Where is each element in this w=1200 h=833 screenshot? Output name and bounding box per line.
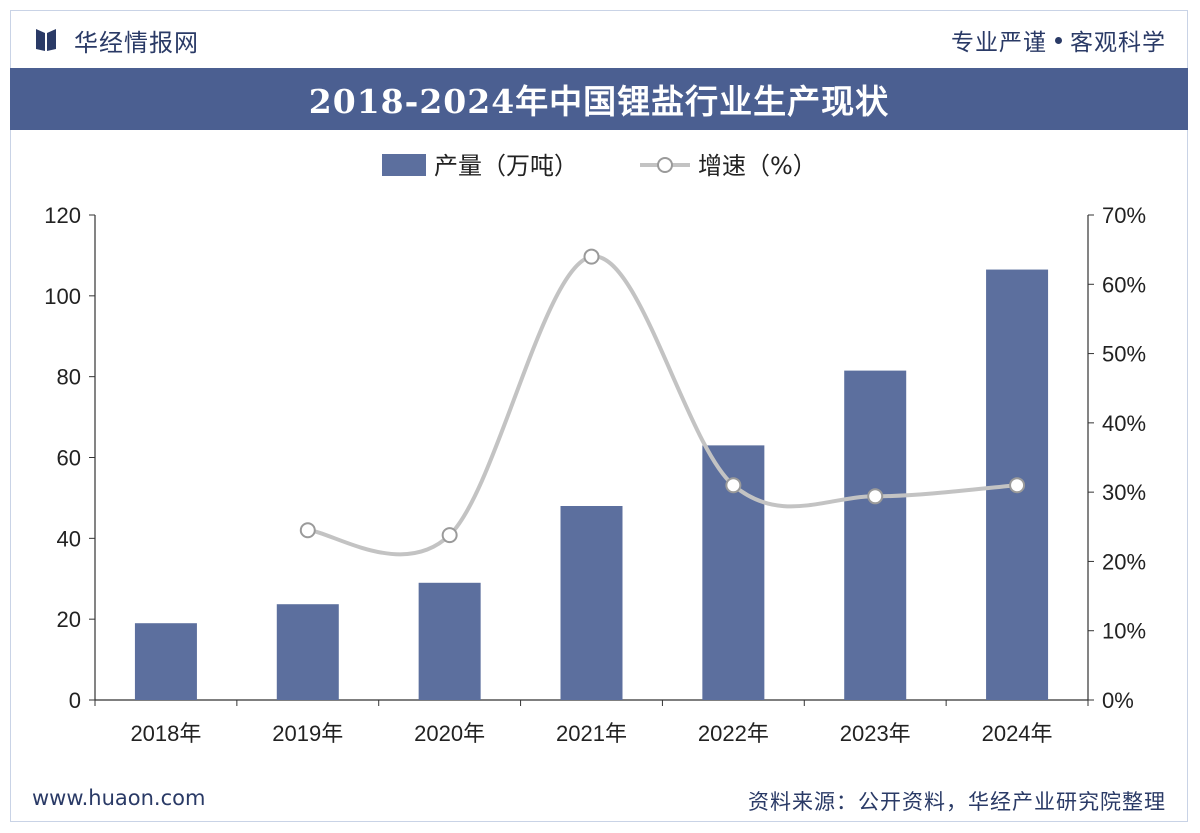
chart-title: 2018-2024年中国锂盐行业生产现状	[308, 82, 890, 121]
line-point	[583, 248, 600, 265]
y-right-tick-label: 40%	[1102, 411, 1146, 436]
bar	[560, 506, 623, 700]
x-tick-label: 2023年	[840, 721, 911, 746]
legend-line-marker	[657, 157, 673, 173]
y-left-tick-label: 20	[57, 607, 81, 632]
footer-source: 资料来源：公开资料，华经产业研究院整理	[748, 790, 1166, 814]
x-tick-label: 2021年	[556, 721, 627, 746]
x-tick-label: 2024年	[982, 721, 1053, 746]
y-left-tick-label: 100	[44, 284, 81, 309]
footer-website: www.huaon.com	[32, 786, 206, 810]
legend-bar-label: 产量（万吨）	[434, 152, 578, 180]
y-right-tick-label: 70%	[1102, 203, 1146, 228]
y-right-tick-label: 60%	[1102, 272, 1146, 297]
x-tick-label: 2018年	[130, 721, 201, 746]
y-left-tick-label: 0	[69, 688, 81, 713]
line-point	[1009, 477, 1026, 494]
brand-name: 华经情报网	[74, 28, 199, 57]
y-right-tick-label: 50%	[1102, 342, 1146, 367]
brand-logo-icon	[36, 29, 56, 51]
slogan-right: 客观科学	[1070, 30, 1166, 56]
y-right-tick-label: 0%	[1102, 688, 1134, 713]
bar	[418, 582, 481, 700]
y-left-tick-label: 120	[44, 203, 81, 228]
line-point	[441, 527, 458, 544]
slogan: 专业严谨 客观科学	[951, 24, 1166, 56]
line-point	[299, 522, 316, 539]
y-right-tick-label: 20%	[1102, 549, 1146, 574]
series-line	[307, 254, 1018, 557]
x-tick-label: 2020年	[414, 721, 485, 746]
y-left-tick-label: 40	[57, 526, 81, 551]
title-bar: 2018-2024年中国锂盐行业生产现状	[10, 68, 1188, 130]
bar	[276, 604, 339, 700]
slogan-left: 专业严谨	[951, 30, 1047, 56]
y-right-tick-label: 10%	[1102, 619, 1146, 644]
bar	[134, 623, 197, 700]
y-right-tick-label: 30%	[1102, 480, 1146, 505]
x-tick-label: 2022年	[698, 721, 769, 746]
x-tick-label: 2019年	[272, 721, 343, 746]
brand: 华经情报网	[34, 24, 199, 57]
legend-bar-swatch	[382, 154, 426, 176]
bar	[844, 370, 907, 700]
line-point	[867, 488, 884, 505]
y-left-tick-label: 80	[57, 365, 81, 390]
line-point	[725, 477, 742, 494]
legend-line-label: 增速（%）	[698, 152, 817, 180]
y-left-tick-label: 60	[57, 446, 81, 471]
chart-frame	[10, 10, 1188, 822]
slogan-dot-icon	[1055, 36, 1062, 44]
